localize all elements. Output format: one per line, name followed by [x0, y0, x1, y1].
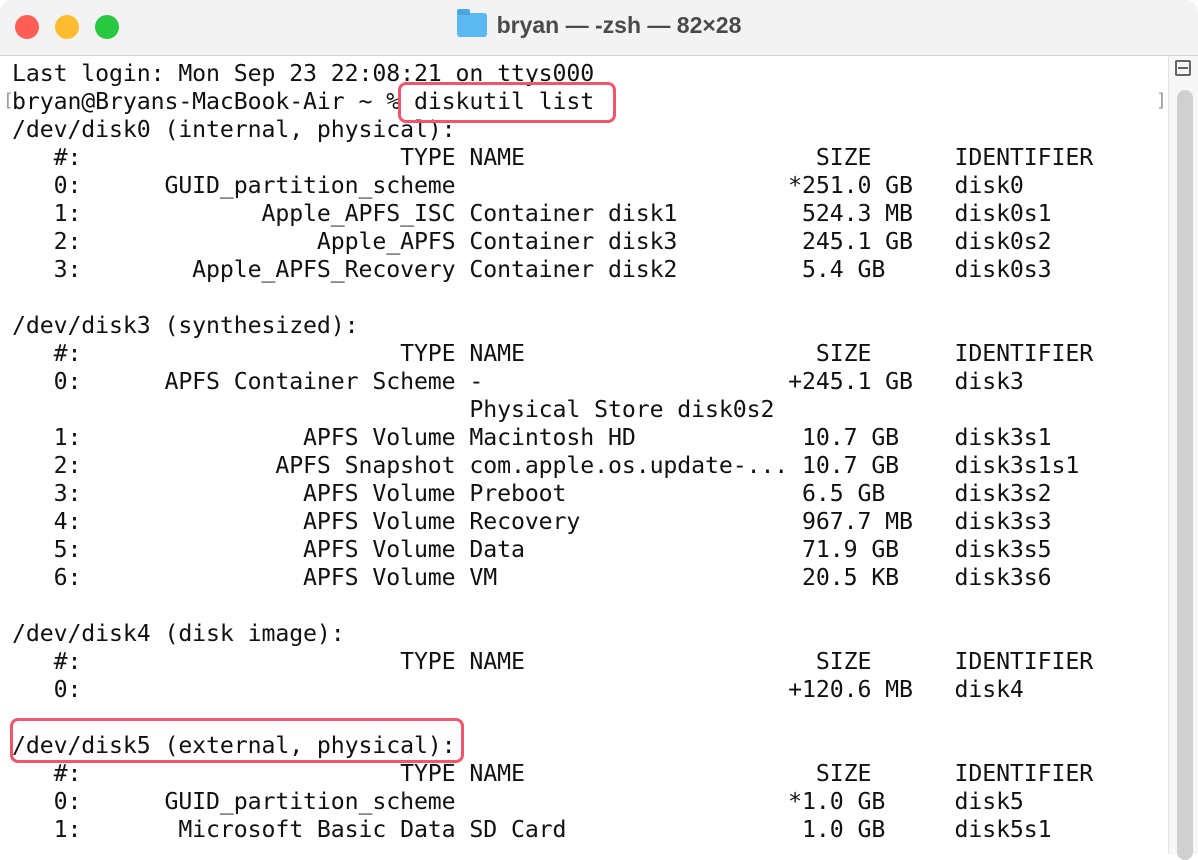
partition-row: 5: APFS Volume Data 71.9 GB disk3s5 — [12, 536, 1052, 563]
window-title-wrap: bryan — -zsh — 82×28 — [0, 9, 1198, 39]
partition-row: 0: GUID_partition_scheme *1.0 GB disk5 — [12, 788, 1024, 815]
partition-row: Physical Store disk0s2 — [12, 396, 775, 423]
partition-row: 3: APFS Volume Preboot 6.5 GB disk3s2 — [12, 480, 1052, 507]
disk-header: /dev/disk4 (disk image): — [12, 620, 345, 647]
partition-row: 1: Apple_APFS_ISC Container disk1 524.3 … — [12, 200, 1052, 227]
blank-line — [12, 592, 1093, 620]
command: diskutil list — [413, 88, 595, 115]
partition-row: 4: APFS Volume Recovery 967.7 MB disk3s3 — [12, 508, 1052, 535]
last-login-line: Last login: Mon Sep 23 22:08:21 on ttys0… — [12, 60, 595, 87]
command-highlight — [398, 82, 616, 123]
close-button[interactable] — [15, 15, 39, 39]
partition-row: 1: APFS Volume Macintosh HD 10.7 GB disk… — [12, 424, 1052, 451]
prompt-mark-right: ] — [1156, 90, 1167, 111]
terminal-content[interactable]: Last login: Mon Sep 23 22:08:21 on ttys0… — [0, 56, 1168, 854]
title-bar: bryan — -zsh — 82×28 — [0, 0, 1198, 56]
terminal-output: Last login: Mon Sep 23 22:08:21 on ttys0… — [12, 60, 1093, 844]
window-title: bryan — -zsh — 82×28 — [496, 12, 742, 38]
partition-row: 0: APFS Container Scheme - +245.1 GB dis… — [12, 368, 1024, 395]
disk5-highlight — [10, 718, 464, 763]
partition-row: 6: APFS Volume VM 20.5 KB disk3s6 — [12, 564, 1052, 591]
partition-row: 0: GUID_partition_scheme *251.0 GB disk0 — [12, 172, 1024, 199]
partition-row: 2: Apple_APFS Container disk3 245.1 GB d… — [12, 228, 1052, 255]
disk-header: /dev/disk3 (synthesized): — [12, 312, 359, 339]
minimize-button[interactable] — [55, 15, 79, 39]
prompt: bryan@Bryans-MacBook-Air ~ % — [12, 88, 414, 115]
scrollbar-thumb[interactable] — [1177, 90, 1193, 860]
scrollbar[interactable] — [1168, 56, 1198, 860]
prompt-line: bryan@Bryans-MacBook-Air ~ % diskutil li… — [12, 88, 1093, 116]
column-header-row: #: TYPE NAME SIZE IDENTIFIER — [12, 648, 1094, 675]
prompt-mark-left: [ — [3, 90, 14, 111]
partition-row: 1: Microsoft Basic Data SD Card 1.0 GB d… — [12, 816, 1052, 843]
column-header-row: #: TYPE NAME SIZE IDENTIFIER — [12, 340, 1094, 367]
split-pane-icon[interactable] — [1175, 60, 1191, 76]
column-header-row: #: TYPE NAME SIZE IDENTIFIER — [12, 760, 1094, 787]
folder-icon — [456, 9, 487, 37]
blank-line — [12, 284, 1093, 312]
partition-row: 3: Apple_APFS_Recovery Container disk2 5… — [12, 256, 1052, 283]
column-header-row: #: TYPE NAME SIZE IDENTIFIER — [12, 144, 1094, 171]
partition-row: 2: APFS Snapshot com.apple.os.update-...… — [12, 452, 1080, 479]
disk-header: /dev/disk5 (external, physical): — [12, 732, 456, 759]
zoom-button[interactable] — [95, 15, 119, 39]
partition-row: 0: +120.6 MB disk4 — [12, 676, 1024, 703]
